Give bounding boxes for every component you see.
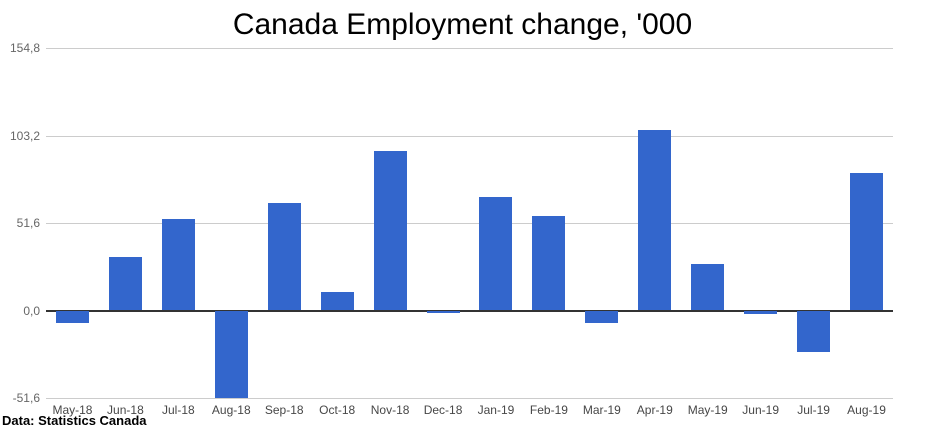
x-axis-label: Jun-18	[107, 403, 144, 417]
x-axis-label: Jun-19	[742, 403, 780, 417]
bar-aug-19	[850, 172, 884, 311]
bar-jun-18	[108, 256, 142, 311]
zero-axis-line	[46, 309, 893, 312]
y-axis-tick-label: 0,0	[23, 303, 40, 318]
x-axis-label: Mar-19	[582, 403, 621, 417]
bar-aug-18	[214, 310, 248, 398]
bar-feb-19	[532, 215, 566, 311]
x-axis-label: May-18	[52, 403, 93, 417]
bar-apr-19	[638, 129, 672, 311]
bar-nov-18	[373, 150, 407, 311]
x-axis-label: Jan-19	[477, 403, 515, 417]
y-axis-tick-label: -51,6	[12, 391, 40, 405]
chart-title: Canada Employment change, '000	[232, 8, 693, 41]
y-gridline	[46, 223, 893, 224]
x-axis-label: Jul-19	[797, 403, 830, 417]
x-axis-label: Nov-18	[370, 403, 410, 417]
bar-may-19	[691, 263, 725, 311]
data-source-note: Data: Statistics Canada	[2, 413, 147, 428]
bar-jun-19	[744, 310, 778, 315]
x-axis-label: Dec-18	[423, 403, 463, 417]
y-axis-tick-label: 154,8	[9, 41, 40, 55]
y-gridline	[46, 48, 893, 49]
bar-may-18	[55, 310, 89, 324]
y-axis-tick-label: 51,6	[16, 216, 40, 230]
bar-dec-18	[426, 310, 460, 314]
y-gridline	[46, 398, 893, 399]
x-axis-label: May-19	[687, 403, 728, 417]
bar-sep-18	[267, 203, 301, 311]
bar-jul-19	[797, 310, 831, 352]
x-axis-label: Jul-18	[162, 403, 195, 417]
x-axis-label: Sep-18	[264, 403, 304, 417]
x-axis-label: Aug-18	[211, 403, 251, 417]
x-axis-label: Apr-19	[636, 403, 673, 417]
bar-mar-19	[585, 310, 619, 323]
y-gridline	[46, 135, 893, 137]
bar-jan-19	[479, 197, 513, 311]
x-axis-label: Aug-19	[847, 403, 886, 417]
y-axis-tick-label: 103,2	[9, 128, 40, 143]
bar-jul-18	[161, 218, 195, 311]
bar-oct-18	[320, 291, 354, 311]
x-axis-label: Oct-18	[319, 403, 356, 417]
x-axis-label: Feb-19	[529, 403, 568, 417]
